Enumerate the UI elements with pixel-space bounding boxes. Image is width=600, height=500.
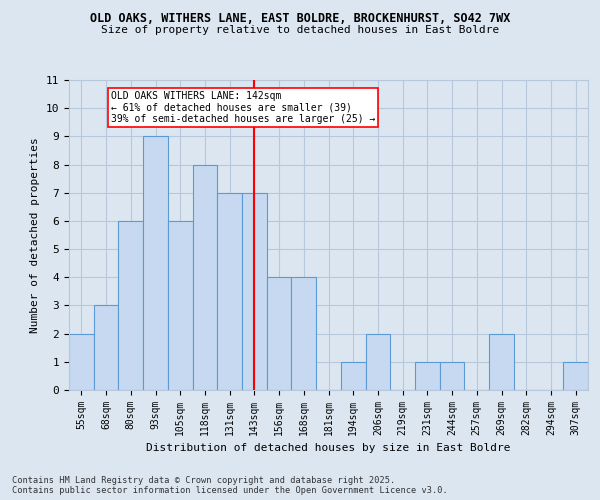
Bar <box>69 334 94 390</box>
Bar <box>365 334 390 390</box>
Bar <box>440 362 464 390</box>
Bar <box>94 306 118 390</box>
Bar <box>415 362 440 390</box>
Bar <box>217 192 242 390</box>
Text: OLD OAKS WITHERS LANE: 142sqm
← 61% of detached houses are smaller (39)
39% of s: OLD OAKS WITHERS LANE: 142sqm ← 61% of d… <box>111 92 376 124</box>
Bar <box>563 362 588 390</box>
Bar <box>168 221 193 390</box>
Bar <box>267 278 292 390</box>
Bar <box>489 334 514 390</box>
Y-axis label: Number of detached properties: Number of detached properties <box>30 137 40 333</box>
Bar <box>292 278 316 390</box>
X-axis label: Distribution of detached houses by size in East Boldre: Distribution of detached houses by size … <box>146 444 511 454</box>
Bar <box>242 192 267 390</box>
Text: Size of property relative to detached houses in East Boldre: Size of property relative to detached ho… <box>101 25 499 35</box>
Text: OLD OAKS, WITHERS LANE, EAST BOLDRE, BROCKENHURST, SO42 7WX: OLD OAKS, WITHERS LANE, EAST BOLDRE, BRO… <box>90 12 510 26</box>
Bar <box>143 136 168 390</box>
Bar <box>118 221 143 390</box>
Text: Contains HM Land Registry data © Crown copyright and database right 2025.
Contai: Contains HM Land Registry data © Crown c… <box>12 476 448 495</box>
Bar <box>341 362 365 390</box>
Bar <box>193 164 217 390</box>
